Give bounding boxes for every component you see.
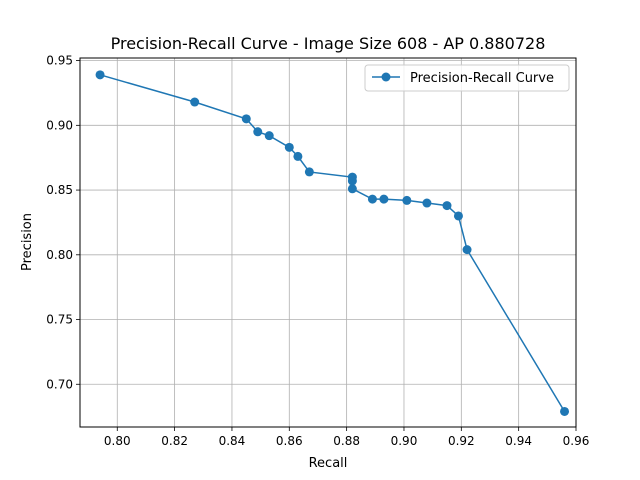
x-tick-label: 0.80 (104, 434, 131, 448)
data-point (264, 131, 274, 141)
legend-box (364, 64, 570, 92)
data-point (402, 195, 412, 205)
y-axis-label: Precision (20, 213, 35, 271)
plot-frame (79, 57, 577, 428)
data-point (462, 245, 472, 255)
legend-marker-sample (381, 72, 391, 82)
x-tick-label: 0.88 (333, 434, 360, 448)
data-point (284, 142, 294, 152)
x-tick-label: 0.90 (391, 434, 418, 448)
data-point (560, 406, 570, 416)
y-axis-ticks: 0.70 0.75 0.80 0.85 0.90 0.95 (46, 54, 80, 391)
y-tick-label: 0.70 (46, 377, 73, 391)
y-tick-label: 0.75 (46, 313, 73, 327)
x-tick-label: 0.84 (219, 434, 246, 448)
y-tick-label: 0.95 (46, 54, 73, 68)
data-point (347, 184, 357, 194)
x-tick-label: 0.86 (276, 434, 303, 448)
data-point (347, 176, 357, 186)
legend: Precision-Recall Curve (364, 64, 570, 92)
x-tick-label: 0.92 (448, 434, 475, 448)
data-point (241, 114, 251, 124)
data-point (95, 70, 105, 80)
data-point (453, 211, 463, 221)
data-point (442, 201, 452, 211)
data-point (422, 198, 432, 208)
x-axis-label: Recall (309, 456, 348, 471)
data-point (190, 97, 200, 107)
data-point (293, 151, 303, 161)
x-tick-label: 0.82 (161, 434, 188, 448)
x-tick-label: 0.94 (505, 434, 532, 448)
y-tick-label: 0.80 (46, 248, 73, 262)
series-layer (95, 70, 570, 416)
x-tick-label: 0.96 (563, 434, 590, 448)
data-point (367, 194, 377, 204)
chart-title: Precision-Recall Curve - Image Size 608 … (111, 34, 546, 53)
data-point (304, 167, 314, 177)
x-axis-ticks: 0.80 0.82 0.84 0.86 0.88 0.90 0.92 0.94 0.96 (104, 427, 589, 448)
y-tick-label: 0.85 (46, 183, 73, 197)
y-tick-label: 0.90 (46, 118, 73, 132)
data-point (379, 194, 389, 204)
legend-entry-label: Precision-Recall Curve (410, 71, 554, 86)
data-point (253, 127, 263, 137)
